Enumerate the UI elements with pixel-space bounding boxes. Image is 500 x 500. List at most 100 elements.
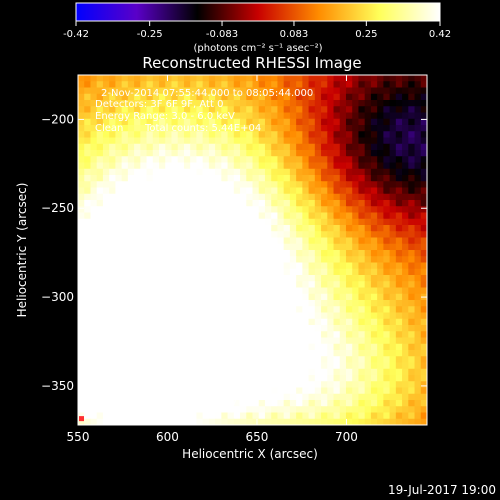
heatmap-cell: [283, 118, 291, 126]
heatmap-cell: [84, 306, 92, 314]
heatmap-cell: [152, 256, 160, 264]
heatmap-cell: [84, 156, 92, 164]
heatmap-cell: [420, 375, 427, 382]
heatmap-cell: [227, 393, 235, 401]
heatmap-cell: [302, 300, 310, 307]
heatmap-cell: [383, 250, 391, 257]
heatmap-cell: [215, 275, 222, 282]
heatmap-cell: [78, 231, 85, 239]
heatmap-cell: [240, 125, 247, 132]
heatmap-cell: [364, 287, 372, 295]
heatmap-cell: [414, 162, 422, 170]
heatmap-cell: [190, 87, 198, 95]
heatmap-cell: [84, 356, 92, 364]
heatmap-cell: [364, 293, 372, 301]
heatmap-cell: [383, 275, 391, 282]
heatmap-cell: [333, 250, 341, 257]
heatmap-cell: [190, 250, 198, 257]
heatmap-cell: [233, 237, 241, 245]
heatmap-cell: [389, 275, 397, 282]
heatmap-cell: [227, 150, 235, 157]
heatmap-cell: [402, 237, 409, 245]
heatmap-cell: [246, 168, 254, 176]
heatmap-cell: [395, 287, 403, 295]
heatmap-cell: [345, 300, 353, 307]
heatmap-cell: [296, 81, 303, 89]
heatmap-cell: [246, 87, 254, 95]
heatmap-cell: [264, 406, 272, 414]
heatmap-cell: [296, 275, 303, 282]
heatmap-cell: [127, 118, 135, 126]
heatmap-cell: [395, 375, 403, 382]
heatmap-cell: [264, 225, 272, 232]
heatmap-cell: [109, 150, 116, 157]
heatmap-cell: [414, 212, 422, 220]
heatmap-cell: [177, 156, 185, 164]
heatmap-cell: [146, 212, 154, 220]
heatmap-cell: [196, 275, 204, 282]
heatmap-cell: [221, 187, 229, 195]
heatmap-cell: [314, 181, 322, 189]
heatmap-cell: [146, 368, 154, 376]
timestamp: 19-Jul-2017 19:00: [388, 483, 496, 497]
annotation-time-range: 2-Nov-2014 07:55:44.000 to 08:05:44.000: [101, 88, 313, 99]
heatmap-cell: [215, 143, 222, 151]
heatmap-cell: [414, 175, 422, 182]
heatmap-cell: [146, 325, 154, 332]
heatmap-cell: [408, 331, 416, 339]
heatmap-cell: [271, 206, 279, 214]
heatmap-cell: [171, 375, 179, 382]
heatmap-cell: [364, 137, 372, 145]
heatmap-cell: [215, 400, 222, 407]
heatmap-cell: [96, 418, 104, 425]
heatmap-cell: [177, 143, 185, 151]
heatmap-cell: [196, 381, 204, 389]
heatmap-cell: [159, 306, 166, 314]
heatmap-cell: [227, 406, 235, 414]
heatmap-cell: [227, 143, 235, 151]
heatmap-cell: [96, 118, 104, 126]
heatmap-cell: [152, 150, 160, 157]
heatmap-cell: [414, 206, 422, 214]
heatmap-cell: [252, 156, 260, 164]
heatmap-cell: [165, 181, 173, 189]
heatmap-cell: [177, 206, 185, 214]
heatmap-cell: [395, 281, 403, 289]
heatmap-cell: [102, 156, 110, 164]
heatmap-cell: [277, 331, 285, 339]
x-tick-label: 650: [246, 430, 269, 444]
heatmap-cell: [109, 243, 116, 251]
heatmap-cell: [296, 287, 303, 295]
heatmap-cell: [134, 393, 141, 401]
heatmap-cell: [321, 300, 328, 307]
heatmap-cell: [308, 181, 316, 189]
heatmap-cell: [389, 256, 397, 264]
heatmap-cell: [389, 125, 397, 132]
heatmap-cell: [414, 168, 422, 176]
heatmap-cell: [327, 150, 335, 157]
heatmap-cell: [308, 218, 316, 226]
heatmap-cell: [165, 325, 173, 332]
heatmap-cell: [246, 418, 254, 425]
heatmap-cell: [402, 156, 409, 164]
heatmap-cell: [264, 112, 272, 120]
heatmap-cell: [202, 412, 210, 420]
heatmap-cell: [252, 331, 260, 339]
heatmap-cell: [159, 206, 166, 214]
heatmap-cell: [215, 325, 222, 332]
heatmap-cell: [115, 312, 123, 320]
heatmap-cell: [364, 75, 372, 82]
heatmap-cell: [283, 306, 291, 314]
heatmap-cell: [302, 406, 310, 414]
heatmap-cell: [414, 287, 422, 295]
heatmap-cell: [196, 418, 204, 425]
heatmap-cell: [215, 306, 222, 314]
heatmap-cell: [240, 275, 247, 282]
heatmap-cell: [314, 325, 322, 332]
heatmap-cell: [96, 106, 104, 114]
heatmap-cell: [333, 81, 341, 89]
heatmap-cell: [177, 331, 185, 339]
heatmap-cell: [134, 368, 141, 376]
heatmap-cell: [420, 206, 427, 214]
heatmap-cell: [345, 200, 353, 207]
